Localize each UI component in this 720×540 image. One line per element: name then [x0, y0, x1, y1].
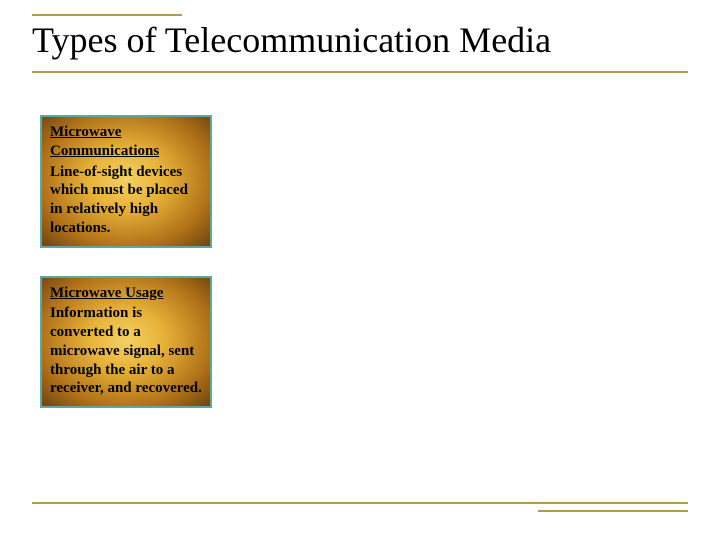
- footer-rule-short: [538, 510, 688, 512]
- slide: Types of Telecommunication Media Microwa…: [0, 0, 720, 540]
- footer-rule-full: [32, 502, 688, 504]
- box-heading: Microwave Usage: [50, 284, 202, 303]
- box-body: Line-of-sight devices which must be plac…: [50, 163, 202, 238]
- box-heading: Microwave Communications: [50, 123, 202, 161]
- page-title: Types of Telecommunication Media: [28, 20, 692, 61]
- content-column: Microwave Communications Line-of-sight d…: [40, 115, 215, 436]
- box-body: Information is converted to a microwave …: [50, 304, 202, 398]
- info-box-microwave-usage: Microwave Usage Information is converted…: [40, 276, 212, 409]
- title-block: Types of Telecommunication Media: [28, 20, 692, 61]
- title-rule-top: [32, 14, 182, 16]
- title-rule-bottom: [32, 71, 688, 73]
- info-box-microwave-communications: Microwave Communications Line-of-sight d…: [40, 115, 212, 248]
